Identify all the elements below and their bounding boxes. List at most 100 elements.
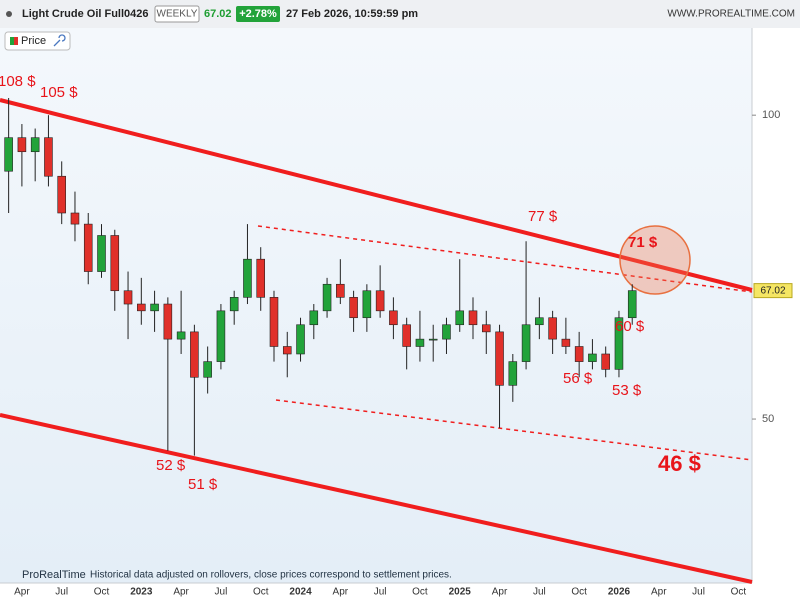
- candle-body: [17, 137, 27, 153]
- candle-body: [521, 324, 531, 362]
- x-tick-label: Apr: [492, 587, 508, 598]
- candle-body: [548, 317, 557, 340]
- annotation: 52 $: [156, 457, 186, 474]
- candle-body: [123, 290, 133, 305]
- timeframe: WEEKLY: [157, 9, 198, 20]
- candle-body: [296, 324, 305, 355]
- channel-line: [257, 225, 753, 293]
- highlight-circle: [619, 225, 691, 295]
- candle-body: [601, 353, 610, 370]
- candles: [4, 97, 637, 456]
- candle-body: [97, 235, 106, 272]
- trend-line: [0, 98, 753, 292]
- candle-body: [362, 290, 372, 319]
- candle-body: [588, 353, 597, 362]
- candle-body: [203, 361, 212, 378]
- candle-body: [375, 290, 385, 312]
- legend-swatch: [10, 37, 14, 45]
- candle-body: [256, 258, 266, 298]
- x-tick-label: Oct: [731, 587, 747, 598]
- y-tick-label: 100: [762, 109, 780, 121]
- x-tick-label: Oct: [94, 587, 110, 598]
- x-tick-label: Oct: [412, 587, 428, 598]
- candle-body: [402, 324, 411, 347]
- candle-body: [455, 310, 465, 326]
- candle-body: [442, 324, 451, 340]
- candle-body: [30, 137, 40, 153]
- trend-line: [0, 413, 753, 584]
- candle-body: [269, 297, 279, 347]
- x-tick-label: Jul: [55, 587, 68, 598]
- icon: [6, 11, 12, 17]
- candle-body: [44, 137, 53, 177]
- candle-body: [627, 290, 637, 319]
- candle-body: [176, 331, 186, 340]
- x-tick-label: Apr: [651, 587, 667, 598]
- candle-body: [495, 331, 504, 386]
- candle-body: [70, 212, 80, 225]
- footer-note: Historical data adjusted on rollovers, c…: [90, 570, 452, 581]
- last-price: 67.02: [204, 8, 232, 20]
- candle-body: [389, 310, 398, 326]
- candle-body: [57, 175, 66, 214]
- annotation: 46 $: [658, 451, 701, 476]
- candle-body: [574, 346, 584, 362]
- candle-body: [163, 303, 173, 340]
- candle-body: [614, 317, 624, 370]
- x-tick-label: 2024: [289, 587, 312, 598]
- annotation: 60 $: [615, 318, 645, 335]
- settings-icon[interactable]: [53, 34, 66, 47]
- y-tick-label: 50: [762, 413, 774, 425]
- x-tick-label: 2025: [449, 587, 472, 598]
- annotation: 51 $: [188, 476, 218, 493]
- candle-body: [535, 317, 544, 326]
- annotation: 105 $: [40, 84, 78, 101]
- site: WWW.PROREALTIME.COM: [667, 9, 795, 20]
- change-badge: [236, 6, 280, 22]
- header-bar: [0, 0, 800, 28]
- legend-swatch: [14, 37, 18, 45]
- candle-body: [309, 310, 319, 326]
- annotation: 53 $: [612, 382, 642, 399]
- x-tick-label: Apr: [173, 587, 189, 598]
- change: +2.78%: [239, 8, 277, 20]
- x-tick-label: Jul: [533, 587, 546, 598]
- candle-body: [216, 310, 226, 362]
- candle-body: [415, 338, 425, 347]
- instrument-title: Light Crude Oil Full0426: [22, 8, 149, 20]
- candle-body: [243, 258, 252, 298]
- annotation: 108 $: [0, 73, 36, 90]
- x-tick-label: Jul: [215, 587, 228, 598]
- x-tick-label: Oct: [571, 587, 587, 598]
- candle-body: [428, 338, 438, 341]
- legend-label: Price: [21, 35, 46, 47]
- brand: ProRealTime: [22, 569, 86, 581]
- x-tick-label: 2023: [130, 587, 153, 598]
- timeframe-badge: [154, 5, 200, 23]
- price-tag-label: 67.02: [760, 285, 785, 296]
- x-tick-label: Jul: [692, 587, 705, 598]
- annotation: 71 $: [628, 234, 658, 251]
- candle-body: [322, 283, 332, 312]
- candle-body: [349, 297, 358, 319]
- candle-body: [4, 137, 13, 172]
- candle-body: [468, 310, 478, 326]
- price-tag: [753, 283, 793, 299]
- annotation: 77 $: [528, 208, 558, 225]
- candle-body: [508, 361, 518, 386]
- datetime: 27 Feb 2026, 10:59:59 pm: [286, 8, 418, 20]
- candle-body: [150, 303, 159, 312]
- candle-body: [190, 331, 199, 378]
- candle-body: [282, 346, 292, 355]
- candle-body: [561, 338, 571, 347]
- candle-body: [229, 297, 239, 312]
- x-tick-label: Apr: [14, 587, 30, 598]
- candle-body: [336, 283, 345, 298]
- x-tick-label: 2026: [608, 587, 631, 598]
- candle-body: [481, 324, 491, 333]
- x-tick-label: Jul: [374, 587, 387, 598]
- x-tick-label: Apr: [333, 587, 349, 598]
- candle-body: [137, 303, 146, 312]
